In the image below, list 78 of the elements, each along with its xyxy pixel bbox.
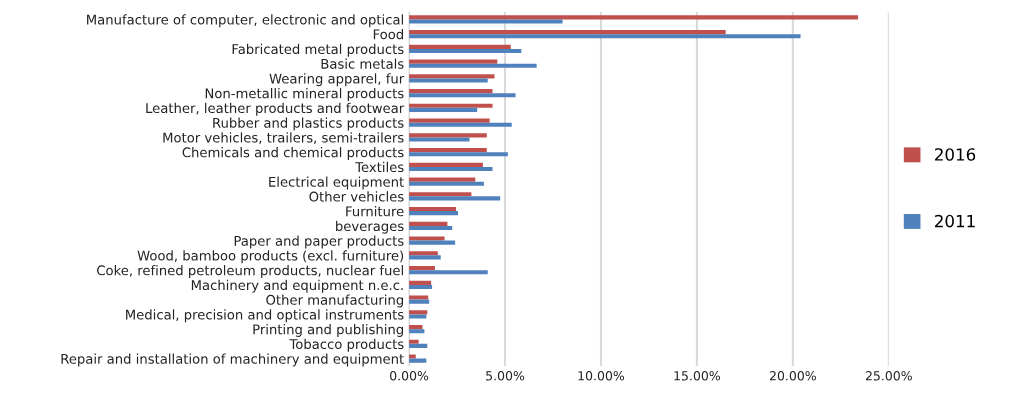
bar [409,240,456,245]
bar [409,137,470,142]
bar [409,270,488,275]
bar [409,225,453,230]
bar [409,206,457,212]
x-tick-label: 25.00% [865,371,912,381]
bar [409,181,484,186]
bar [409,122,512,127]
y-tick-label: Other manufacturing [266,294,403,308]
x-tick-label: 5.00% [486,371,525,381]
bar [409,196,501,201]
bar [409,103,493,108]
bar [409,265,435,271]
y-tick-label: Manufacture of computer, electronic and optical [87,14,403,28]
bar [409,236,445,241]
y-tick-label: Electrical equipment [269,176,404,190]
bar [409,78,488,83]
y-tick-label: Paper and paper products [234,235,404,249]
y-tick-label: Non-metallic mineral products [205,88,404,101]
bar [409,30,726,35]
bar [409,15,859,20]
y-tick-label: Food [373,29,403,40]
bar [409,221,448,226]
bar [409,251,438,256]
bar [409,74,495,79]
bar [409,166,493,172]
x-tick-label: 0.00% [390,371,429,381]
y-tick-label: Wearing apparel, fur [269,73,405,87]
bar [409,284,433,289]
y-tick-label: Furniture [346,206,404,217]
y-tick-label: Basic metals [321,58,404,69]
y-tick-label: Chemicals and chemical products [182,147,404,160]
bar [409,354,416,359]
bar [409,299,430,304]
bar [409,192,472,197]
bar [409,152,508,157]
bar [409,59,498,64]
bar [409,177,476,182]
bar [409,358,427,363]
x-tick-label: 20.00% [769,371,816,381]
bar [409,93,516,98]
bar [409,280,432,285]
bar [409,255,441,260]
y-tick-label: Fabricated metal products [232,43,404,57]
x-tick-label: 15.00% [674,371,721,381]
bar [409,19,563,24]
y-tick-label: Repair and installation of machinery and equipment [61,353,404,367]
bar [409,63,537,68]
bar [409,118,490,123]
y-tick-label: Rubber and plastics products [213,117,404,131]
x-tick-label: 10.00% [578,371,625,381]
bar [409,107,478,113]
bar [409,343,428,348]
y-tick-label: Other vehicles [309,191,404,202]
bar [409,89,493,94]
y-tick-label: Leather, leather products and footwear [146,102,405,116]
y-tick-label: Printing and publishing [253,324,403,337]
bar [409,339,419,344]
bar [409,310,428,315]
y-tick-label: Wood, bamboo products (excl. furniture) [137,250,404,264]
y-tick-label: Machinery and equipment n.e.c. [191,279,403,293]
bar [409,44,511,49]
y-tick-label: Coke, refined petroleum products, nuclear fuel [97,265,403,278]
legend-label: 2016 [935,148,976,161]
bar [409,295,429,300]
y-tick-label: Motor vehicles, trailers, semi-trailers [163,132,404,144]
bar [409,148,487,153]
bar [409,48,522,54]
bar [409,314,427,319]
bar [409,133,487,138]
bar [409,211,458,216]
legend-label: 2011 [935,214,975,228]
y-tick-label: Tobacco products [289,338,404,352]
y-tick-label: Textiles [355,161,404,173]
y-tick-label: Medical, precision and optical instruments [126,309,404,323]
y-tick-label: beverages [336,220,404,234]
bar [409,162,483,167]
bar [409,34,801,39]
